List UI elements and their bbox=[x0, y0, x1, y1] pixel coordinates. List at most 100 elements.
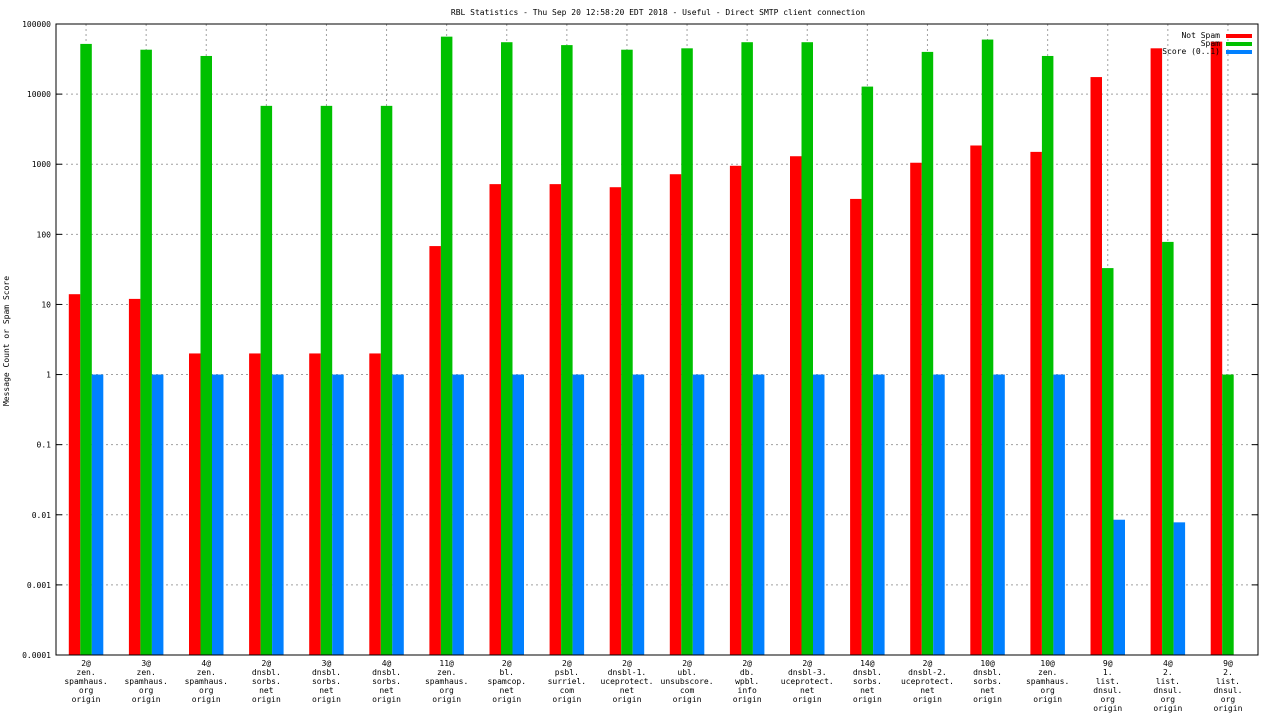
grid-lines bbox=[56, 23, 1258, 656]
category-label-line: zen. bbox=[137, 668, 156, 677]
bar-not-spam-9 bbox=[609, 187, 622, 656]
category-label: 4@ dnsbl. sorbs. net origin bbox=[372, 659, 401, 704]
legend-label: Not Spam bbox=[1181, 31, 1220, 40]
bar-score--7 bbox=[512, 374, 524, 655]
category-label-line: org bbox=[79, 686, 94, 695]
bar-spam-19 bbox=[1222, 374, 1234, 655]
category-label-line: sorbs. bbox=[312, 677, 341, 686]
bar-spam-16 bbox=[1041, 55, 1054, 656]
category-label-line: dnsul. bbox=[1153, 686, 1182, 695]
category-label: 4@ zen. spamhaus. org origin bbox=[185, 659, 228, 704]
legend-swatch bbox=[1226, 50, 1252, 54]
category-label-line: dnsul. bbox=[1213, 686, 1242, 695]
bar-score--8 bbox=[572, 374, 585, 655]
bar-spam-11 bbox=[741, 42, 753, 655]
category-label-line: origin bbox=[252, 695, 281, 704]
category-label-line: origin bbox=[853, 695, 882, 704]
category-label-line: dnsbl-1. bbox=[608, 668, 647, 677]
category-label: 9@ 2. list. dnsul. org origin bbox=[1213, 659, 1242, 713]
category-label-line: net bbox=[920, 686, 935, 695]
category-label: 10@ dnsbl. sorbs. net origin bbox=[973, 659, 1002, 704]
category-label-line: bl. bbox=[500, 668, 514, 677]
category-label-line: origin bbox=[432, 695, 461, 704]
category-label-line: org bbox=[1221, 695, 1236, 704]
category-label-line: 2@ bbox=[742, 659, 752, 668]
bar-spam-14 bbox=[921, 51, 934, 655]
category-label-line: list. bbox=[1216, 677, 1240, 686]
category-label-line: dnsbl. bbox=[853, 668, 882, 677]
category-label-line: 4@ bbox=[382, 659, 392, 668]
bar-not-spam-10 bbox=[669, 174, 682, 655]
category-label-line: 2@ bbox=[802, 659, 812, 668]
bar-spam-9 bbox=[621, 49, 633, 655]
y-tick-label: 100000 bbox=[22, 20, 51, 29]
bar-spam-18 bbox=[1162, 241, 1174, 656]
bar-score--0 bbox=[91, 374, 104, 655]
bar-not-spam-12 bbox=[790, 156, 802, 655]
category-label-line: origin bbox=[372, 695, 401, 704]
bar-spam-13 bbox=[861, 86, 874, 656]
category-label-line: origin bbox=[612, 695, 641, 704]
bar-score--17 bbox=[1113, 519, 1125, 655]
category-label-line: dnsbl-2. bbox=[908, 668, 947, 677]
category-label: 10@ zen. spamhaus. org origin bbox=[1026, 659, 1069, 704]
category-label-line: origin bbox=[72, 695, 101, 704]
category-label-line: com bbox=[680, 686, 695, 695]
category-label-line: origin bbox=[192, 695, 221, 704]
bars-group bbox=[68, 36, 1234, 656]
category-label: 3@ dnsbl. sorbs. net origin bbox=[312, 659, 341, 704]
bar-score--16 bbox=[1053, 374, 1065, 655]
category-label-line: db. bbox=[740, 668, 754, 677]
y-axis-label: Message Count or Spam Score bbox=[2, 276, 11, 406]
bar-score--2 bbox=[212, 374, 224, 655]
category-label-line: wpbl. bbox=[735, 677, 759, 686]
bar-not-spam-6 bbox=[429, 246, 441, 655]
category-label-line: net bbox=[800, 686, 815, 695]
bar-score--3 bbox=[272, 374, 284, 655]
category-label-line: dnsul. bbox=[1093, 686, 1122, 695]
bar-not-spam-17 bbox=[1090, 77, 1102, 656]
bar-spam-12 bbox=[801, 42, 813, 655]
category-label: 11@ zen. spamhaus. org origin bbox=[425, 659, 468, 704]
category-label-line: origin bbox=[312, 695, 341, 704]
legend-swatch bbox=[1226, 42, 1252, 46]
bar-not-spam-5 bbox=[369, 353, 381, 655]
bar-not-spam-3 bbox=[249, 353, 261, 655]
category-label-line: list. bbox=[1156, 677, 1180, 686]
bar-spam-7 bbox=[501, 42, 513, 655]
bar-not-spam-18 bbox=[1150, 48, 1163, 655]
bar-score--6 bbox=[452, 374, 464, 655]
category-label-line: sorbs. bbox=[252, 677, 281, 686]
category-label-line: list. bbox=[1096, 677, 1120, 686]
category-label-line: net bbox=[980, 686, 995, 695]
bar-score--12 bbox=[813, 374, 825, 655]
category-label-line: psbl. bbox=[555, 668, 579, 677]
category-label-line: zen. bbox=[76, 668, 95, 677]
category-label-line: 1. bbox=[1103, 668, 1113, 677]
category-label: 2@ dnsbl-1. uceprotect. net origin bbox=[600, 659, 653, 704]
bar-score--9 bbox=[632, 374, 645, 655]
bar-spam-1 bbox=[140, 49, 152, 655]
bar-score--4 bbox=[332, 374, 344, 655]
category-label-line: 2. bbox=[1163, 668, 1173, 677]
bar-not-spam-14 bbox=[910, 162, 922, 655]
y-tick-label: 10000 bbox=[27, 90, 51, 99]
category-label-line: origin bbox=[552, 695, 581, 704]
bar-spam-15 bbox=[981, 39, 994, 655]
bar-score--18 bbox=[1173, 522, 1186, 655]
category-label-line: origin bbox=[1093, 704, 1122, 713]
category-label-line: 14@ bbox=[860, 659, 875, 668]
bar-not-spam-8 bbox=[549, 184, 562, 655]
category-label-line: 9@ bbox=[1223, 659, 1233, 668]
category-label-line: 10@ bbox=[980, 659, 995, 668]
category-label-line: spamhaus. bbox=[425, 677, 468, 686]
category-label-line: dnsbl-3. bbox=[788, 668, 827, 677]
y-tick-label: 1 bbox=[46, 371, 51, 380]
y-tick-label: 10 bbox=[41, 300, 51, 309]
bar-spam-17 bbox=[1102, 268, 1114, 655]
category-label-line: net bbox=[319, 686, 334, 695]
y-tick-label: 0.0001 bbox=[22, 651, 51, 660]
category-label: 2@ dnsbl-3. uceprotect. net origin bbox=[781, 659, 834, 704]
bar-spam-3 bbox=[260, 105, 273, 655]
